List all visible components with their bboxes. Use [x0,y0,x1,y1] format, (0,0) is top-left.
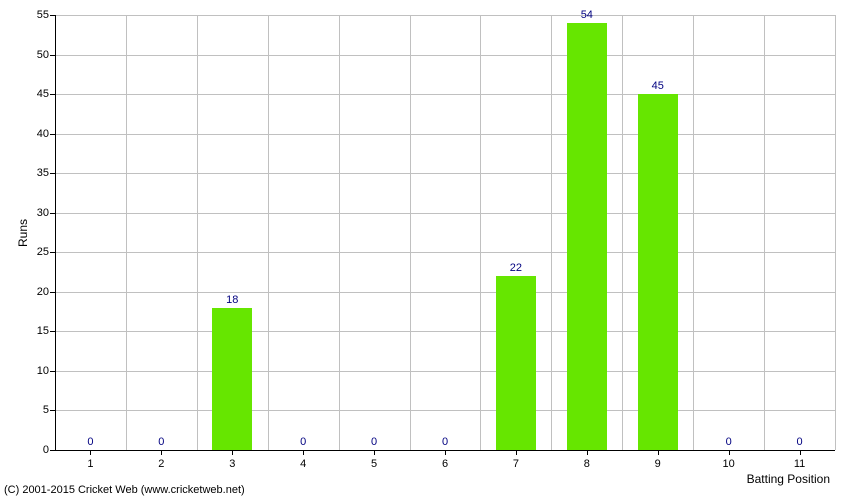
x-tick-label: 9 [655,458,661,470]
y-tick-label: 20 [27,286,49,298]
bar-value-label: 18 [226,294,238,306]
grid-line [55,213,835,214]
grid-line [126,15,127,450]
grid-line [268,15,269,450]
grid-line [55,410,835,411]
bar-value-label: 0 [87,436,93,448]
grid-line [55,292,835,293]
y-tick-label: 45 [27,88,49,100]
credit-text: (C) 2001-2015 Cricket Web (www.cricketwe… [4,484,245,496]
y-tick-label: 5 [27,404,49,416]
y-axis [55,15,56,450]
x-tick-label: 1 [87,458,93,470]
x-axis-label: Batting Position [747,472,830,486]
bar [567,23,607,450]
x-tick-label: 7 [513,458,519,470]
x-tick-label: 2 [158,458,164,470]
grid-line [55,134,835,135]
bar-value-label: 0 [158,436,164,448]
grid-line [55,94,835,95]
y-tick-label: 40 [27,128,49,140]
bar-value-label: 0 [442,436,448,448]
bar-value-label: 0 [300,436,306,448]
grid-line [339,15,340,450]
grid-line [835,15,836,450]
x-tick-label: 5 [371,458,377,470]
bar-value-label: 45 [652,80,664,92]
bar-value-label: 54 [581,9,593,21]
bar [212,308,252,450]
x-tick-label: 6 [442,458,448,470]
grid-line [55,173,835,174]
grid-line [551,15,552,450]
x-tick-label: 3 [229,458,235,470]
x-tick-label: 10 [723,458,735,470]
x-tick-label: 4 [300,458,306,470]
bar [496,276,536,450]
y-tick-label: 25 [27,246,49,258]
y-tick-label: 50 [27,49,49,61]
chart-container: Runs Batting Position (C) 2001-2015 Cric… [0,0,850,500]
grid-line [693,15,694,450]
x-tick-label: 11 [794,458,805,470]
y-tick-label: 15 [27,325,49,337]
y-tick-label: 35 [27,167,49,179]
grid-line [410,15,411,450]
grid-line [55,371,835,372]
bar-value-label: 0 [796,436,802,448]
bar-value-label: 0 [371,436,377,448]
grid-line [197,15,198,450]
bar-value-label: 22 [510,262,522,274]
grid-line [764,15,765,450]
grid-line [55,55,835,56]
grid-line [622,15,623,450]
bar-value-label: 0 [726,436,732,448]
grid-line [55,331,835,332]
y-tick-label: 10 [27,365,49,377]
y-tick-label: 30 [27,207,49,219]
y-tick-label: 55 [27,9,49,21]
grid-line [55,15,835,16]
bar [638,94,678,450]
y-tick-label: 0 [27,444,49,456]
x-tick-label: 8 [584,458,590,470]
x-axis [55,450,835,451]
plot-area [55,15,835,450]
grid-line [55,252,835,253]
grid-line [480,15,481,450]
y-axis-label: Runs [16,218,30,246]
